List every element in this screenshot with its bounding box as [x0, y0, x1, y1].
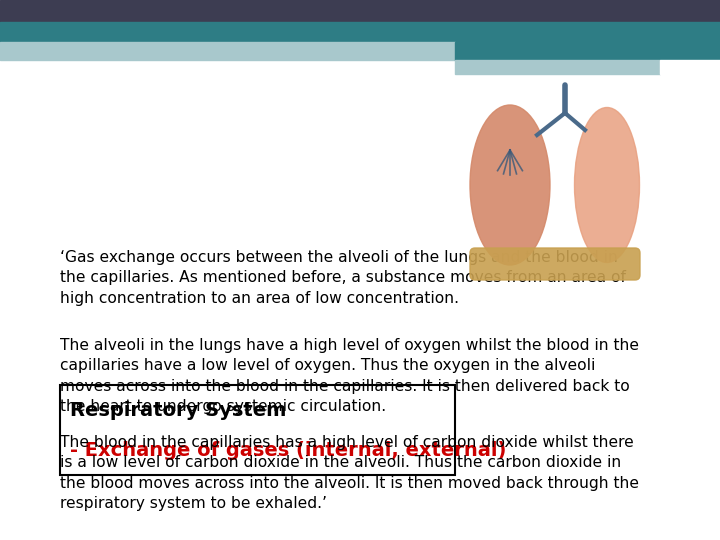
Text: The blood in the capillaries has a high level of carbon dioxide whilst there
is : The blood in the capillaries has a high …	[60, 435, 639, 511]
Text: - Exchange of gases (internal, external): - Exchange of gases (internal, external)	[70, 441, 506, 460]
FancyBboxPatch shape	[60, 385, 455, 475]
Bar	[0, 0, 720, 22]
Text: ‘Gas exchange occurs between the alveoli of the lungs and the blood in
the capil: ‘Gas exchange occurs between the alveoli…	[60, 250, 626, 306]
Bar	[455, 42, 720, 60]
FancyBboxPatch shape	[470, 248, 640, 280]
Bar	[660, 60, 720, 74]
Bar	[455, 60, 660, 74]
Ellipse shape	[470, 105, 550, 265]
Text: Respiratory System: Respiratory System	[70, 401, 287, 420]
Bar	[0, 42, 455, 60]
Bar	[0, 22, 720, 42]
Ellipse shape	[575, 107, 639, 262]
Text: The alveoli in the lungs have a high level of oxygen whilst the blood in the
cap: The alveoli in the lungs have a high lev…	[60, 338, 639, 414]
